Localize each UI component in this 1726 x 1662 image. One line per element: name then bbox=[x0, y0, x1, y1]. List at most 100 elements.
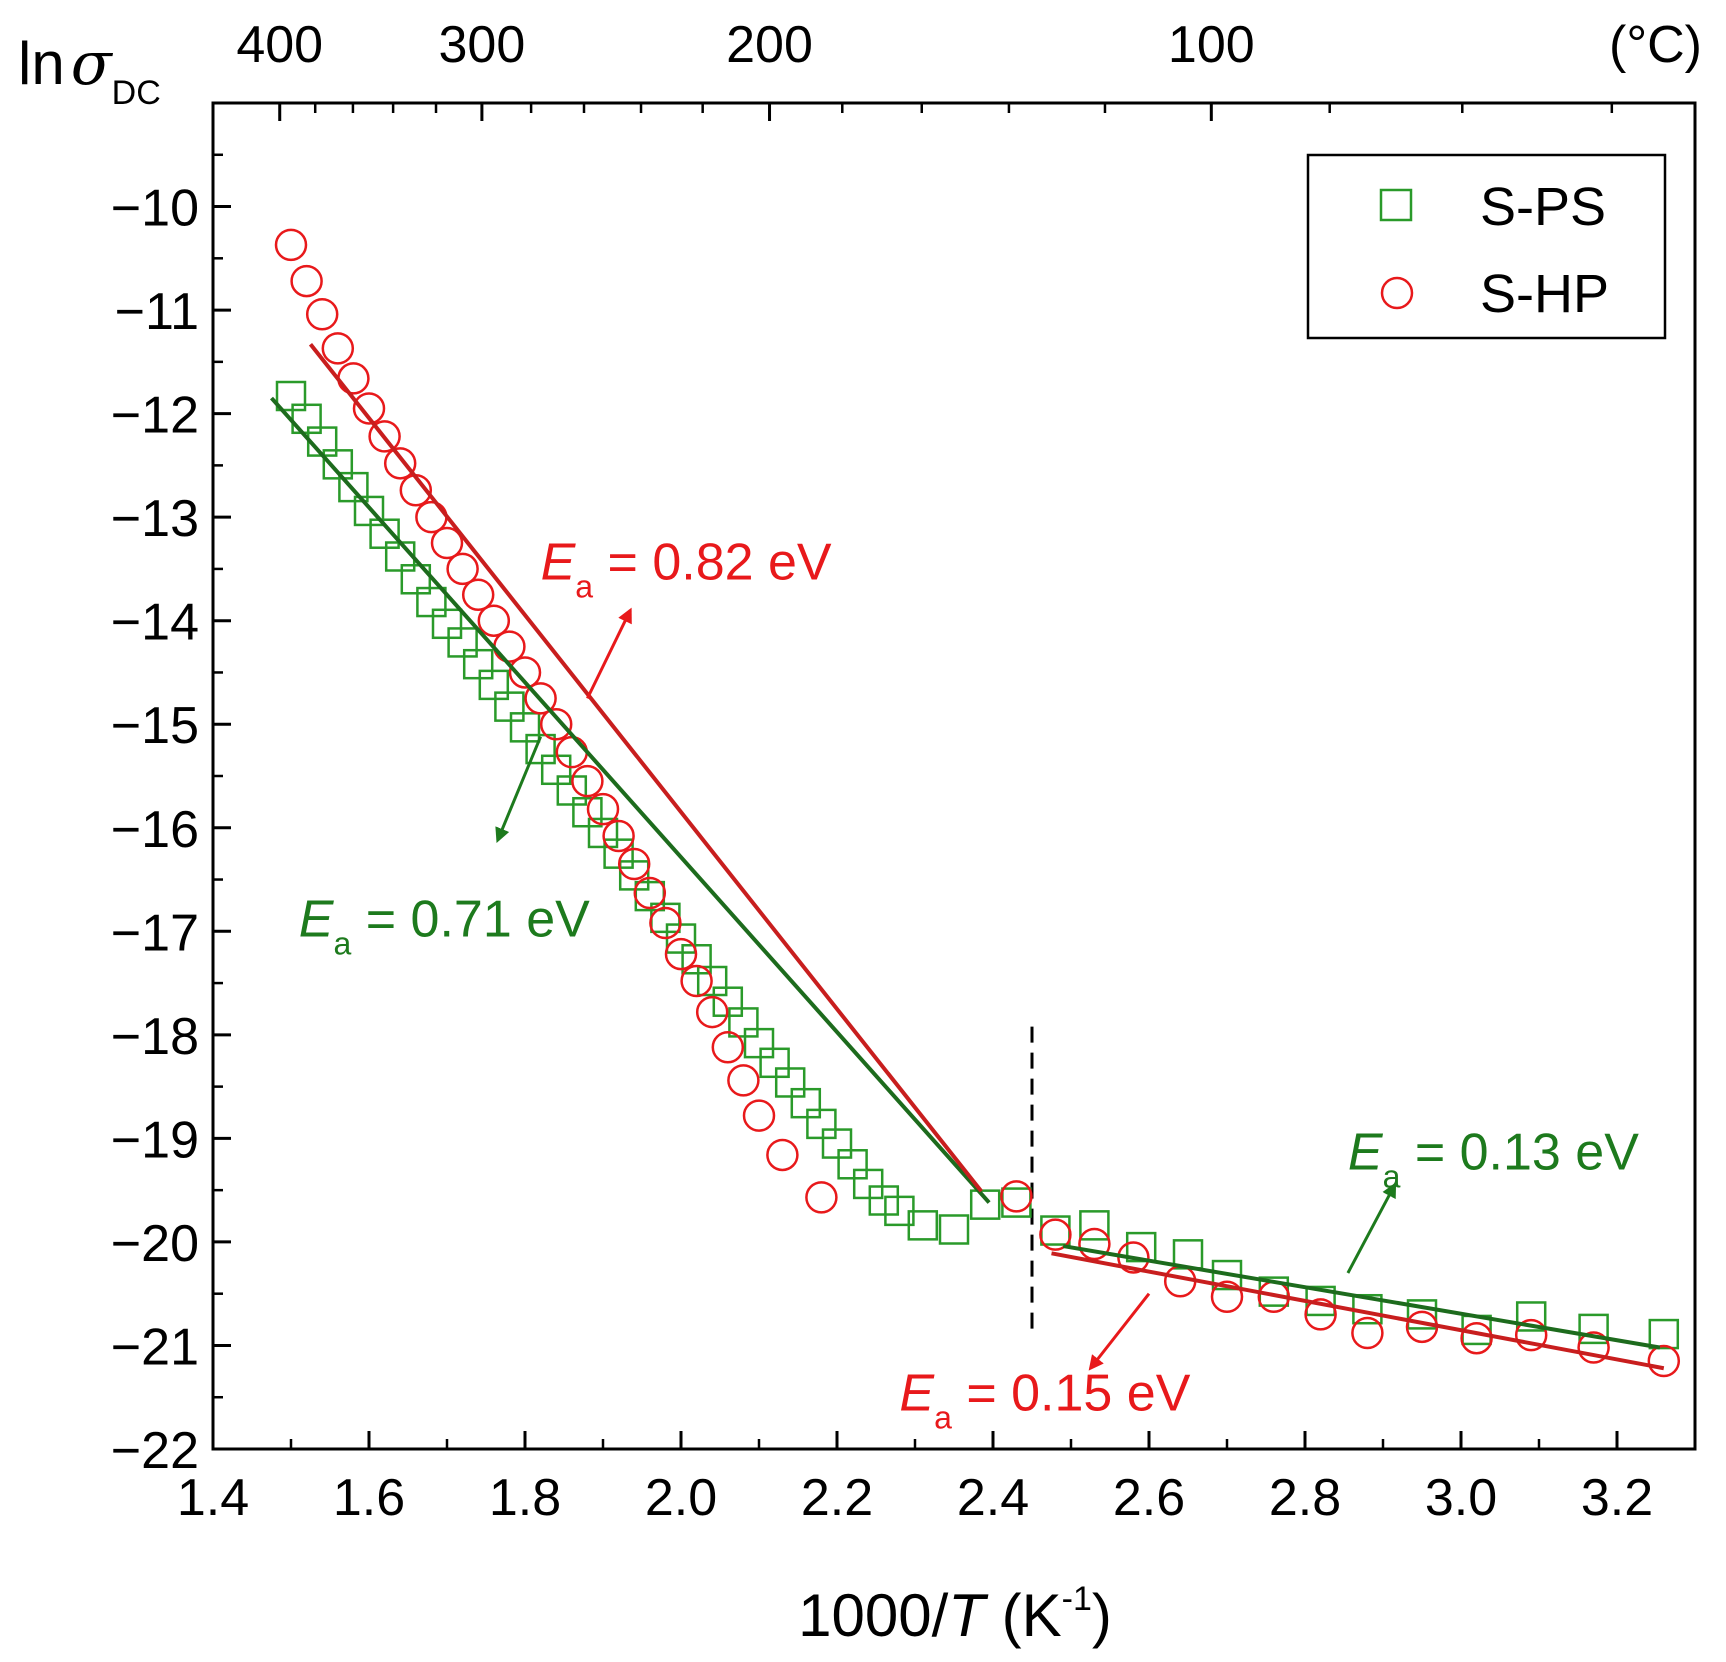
annotation-arrow bbox=[1346, 1182, 1397, 1274]
y-tick-label: −10 bbox=[111, 180, 199, 238]
data-point-s-ps bbox=[774, 1067, 806, 1098]
y-axis-label-symbol: σ bbox=[71, 29, 114, 99]
data-point-s-ps bbox=[696, 965, 728, 997]
data-point-s-ps bbox=[1406, 1299, 1438, 1330]
x-axis-ticks: 1.4 1.6 1.8 2.0 2.2 2.4 2.6 2.8 3.0 3.2 bbox=[177, 1431, 1653, 1527]
data-point-s-hp bbox=[1078, 1227, 1111, 1261]
x-tick-label: 2.2 bbox=[801, 1469, 873, 1527]
data-point-s-ps bbox=[275, 380, 307, 412]
data-point-s-ps bbox=[790, 1087, 822, 1119]
data-point-s-ps bbox=[478, 669, 510, 701]
legend-box bbox=[1306, 153, 1667, 340]
data-point-s-hp bbox=[446, 552, 479, 586]
data-point-s-ps bbox=[556, 775, 588, 806]
data-point-s-hp bbox=[368, 420, 401, 453]
y-tick-label: −18 bbox=[111, 1008, 199, 1066]
data-point-s-hp bbox=[680, 964, 713, 998]
data-point-s-hp bbox=[477, 604, 511, 637]
data-point-s-ps bbox=[728, 1007, 759, 1038]
top-tick-label: 300 bbox=[439, 16, 526, 74]
x-tick-label: 1.8 bbox=[489, 1469, 561, 1527]
y-tick-label: −15 bbox=[111, 697, 199, 755]
x-axis-label-variable: T bbox=[948, 1582, 989, 1649]
data-point-s-hp bbox=[1000, 1180, 1033, 1213]
top-axis-ticks: 400 300 200 100 bbox=[236, 16, 1614, 121]
y-axis-label-prefix: ln bbox=[18, 30, 65, 97]
data-point-s-ps bbox=[400, 564, 432, 595]
data-point-s-hp bbox=[695, 995, 729, 1029]
top-axis-unit-label: (°C) bbox=[1609, 16, 1702, 74]
data-point-s-ps bbox=[525, 733, 556, 765]
y-tick-label: −22 bbox=[111, 1422, 199, 1480]
data-point-s-ps bbox=[540, 754, 572, 786]
annotation-symbol: E bbox=[541, 533, 577, 591]
data-point-s-ps bbox=[494, 691, 525, 722]
annotation-symbol: E bbox=[299, 890, 335, 948]
data-point-s-hp bbox=[571, 764, 604, 798]
data-point-s-hp bbox=[321, 332, 355, 365]
data-point-s-hp bbox=[1039, 1218, 1072, 1251]
data-point-s-ps bbox=[759, 1047, 790, 1079]
x-axis-label-unit-open: (K bbox=[985, 1582, 1062, 1649]
annotation-value: = 0.15 eV bbox=[952, 1365, 1191, 1423]
data-point-s-ps bbox=[837, 1149, 868, 1180]
legend: S-PS S-HP bbox=[1306, 153, 1667, 340]
data-point-s-ps bbox=[743, 1027, 775, 1059]
data-point-s-ps bbox=[509, 712, 541, 743]
x-axis-label-unit-close: ) bbox=[1092, 1582, 1112, 1649]
y-tick-label: −17 bbox=[111, 904, 199, 962]
annotation-symbol: E bbox=[899, 1365, 935, 1423]
annotation-arrow bbox=[495, 736, 542, 843]
data-point-s-ps bbox=[587, 817, 619, 849]
top-tick-label: 200 bbox=[726, 16, 813, 74]
x-tick-label: 3.0 bbox=[1425, 1469, 1497, 1527]
data-point-s-ps bbox=[416, 586, 447, 618]
legend-label-s-hp: S-HP bbox=[1480, 264, 1609, 324]
data-point-s-hp bbox=[290, 264, 323, 298]
data-point-s-hp bbox=[711, 1031, 745, 1064]
data-point-s-hp bbox=[766, 1138, 799, 1172]
data-point-s-hp bbox=[1647, 1344, 1681, 1378]
data-point-s-ps bbox=[969, 1189, 1001, 1220]
data-point-s-hp bbox=[1514, 1318, 1548, 1352]
fit-line bbox=[1051, 1251, 1665, 1371]
data-point-s-ps bbox=[353, 495, 385, 527]
legend-label-s-ps: S-PS bbox=[1480, 177, 1606, 237]
data-point-s-hp bbox=[586, 792, 620, 826]
data-point-s-hp bbox=[352, 392, 386, 425]
data-point-s-hp bbox=[805, 1181, 838, 1214]
x-tick-label: 2.4 bbox=[957, 1469, 1029, 1527]
annotation-arrow bbox=[1088, 1292, 1151, 1371]
y-tick-label: −12 bbox=[111, 387, 199, 445]
data-point-s-hp bbox=[727, 1064, 760, 1097]
data-point-s-hp bbox=[633, 876, 667, 910]
annotation-value: = 0.71 eV bbox=[351, 890, 590, 948]
annotation-symbol: E bbox=[1348, 1123, 1384, 1181]
data-point-s-hp bbox=[1210, 1280, 1244, 1314]
x-tick-label: 1.4 bbox=[177, 1469, 249, 1527]
data-point-s-hp bbox=[555, 735, 589, 769]
x-tick-label: 2.6 bbox=[1113, 1469, 1185, 1527]
data-point-s-ps bbox=[1079, 1210, 1110, 1241]
annotation-subscript: a bbox=[575, 568, 593, 604]
data-point-s-ps bbox=[431, 608, 463, 640]
annotation-value: = 0.82 eV bbox=[593, 533, 832, 591]
annotation-subscript: a bbox=[934, 1400, 952, 1436]
x-axis-label-exponent: -1 bbox=[1062, 1580, 1092, 1618]
x-axis-label-prefix: 1000/ bbox=[798, 1582, 948, 1649]
data-point-s-hp bbox=[539, 707, 573, 741]
data-point-s-ps bbox=[806, 1108, 837, 1140]
data-point-s-ps bbox=[938, 1214, 970, 1245]
data-point-s-ps bbox=[322, 449, 354, 480]
data-point-s-hp bbox=[664, 937, 698, 971]
y-axis-label-subscript: DC bbox=[112, 74, 161, 112]
fit-line bbox=[308, 343, 983, 1193]
annotation-value: = 0.13 eV bbox=[1400, 1123, 1639, 1181]
data-point-s-hp bbox=[274, 228, 308, 262]
data-point-s-hp bbox=[383, 447, 417, 480]
fit-line bbox=[270, 396, 991, 1204]
y-tick-label: −21 bbox=[111, 1318, 199, 1376]
data-point-s-ps bbox=[462, 648, 494, 680]
